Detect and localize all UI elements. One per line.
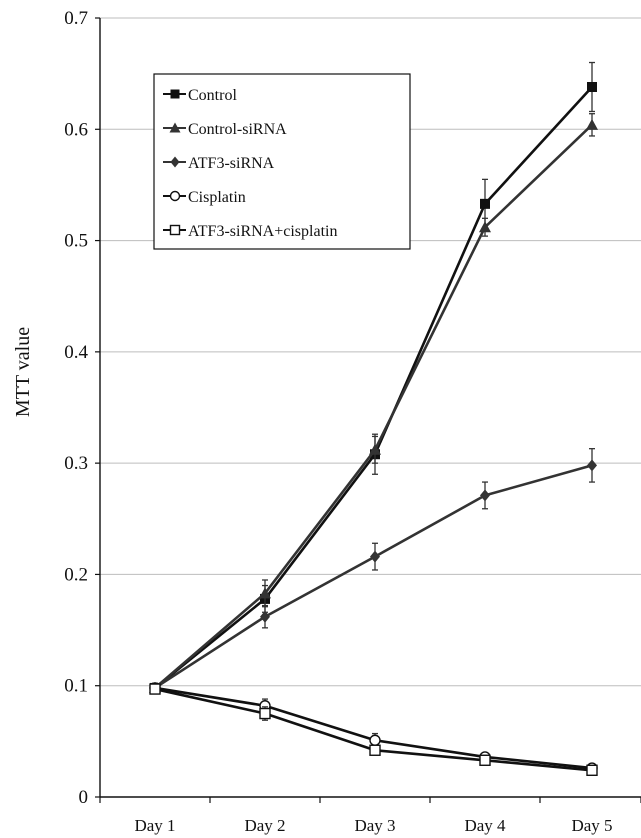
data-point	[149, 683, 161, 695]
legend-marker	[169, 224, 181, 236]
series-line	[154, 686, 593, 770]
series-4	[149, 682, 598, 774]
series-line	[154, 464, 593, 690]
x-tick-label: Day 5	[571, 816, 612, 835]
series-5	[149, 683, 598, 776]
x-tick-label: Day 2	[244, 816, 285, 835]
series-line	[154, 687, 593, 772]
legend-marker	[170, 156, 180, 168]
data-point	[260, 610, 270, 623]
legend-box	[153, 73, 411, 250]
data-point	[480, 489, 490, 502]
legend-label: Control-siRNA	[188, 121, 287, 138]
data-point	[480, 198, 490, 209]
legend-label: Control	[188, 87, 237, 104]
data-point	[479, 221, 491, 233]
data-point	[587, 81, 597, 92]
x-tick-label: Day 3	[354, 816, 395, 835]
legend-label: ATF3-siRNA	[188, 155, 275, 172]
y-tick-label: 0.4	[64, 342, 88, 363]
y-tick-label: 0.7	[64, 8, 88, 29]
y-tick-label: 0.5	[64, 231, 88, 252]
data-point	[586, 118, 598, 130]
x-tick-label: Day 1	[134, 816, 175, 835]
x-tick-labels: Day 1 Day 2 Day 3 Day 4 Day 5	[134, 816, 612, 835]
data-point	[369, 443, 381, 455]
series-layer	[149, 61, 598, 776]
y-tick-label: 0	[79, 787, 89, 808]
x-tick-label: Day 4	[464, 816, 506, 835]
data-point	[370, 550, 380, 563]
y-tick-label: 0.1	[64, 676, 88, 697]
data-point	[369, 734, 381, 746]
y-tick-label: 0.6	[64, 119, 88, 140]
y-tick-label: 0.2	[64, 564, 88, 585]
series-3	[150, 448, 597, 694]
legend-marker	[169, 122, 181, 133]
legend-marker	[169, 190, 181, 202]
legend: Control Control-siRNA ATF3-siRNA Cisplatin A…	[153, 73, 411, 250]
legend-label: Cisplatin	[188, 189, 246, 206]
y-axis-label: MTT value	[12, 327, 34, 417]
data-point	[586, 764, 598, 776]
y-tick-labels: 0 0.1 0.2 0.3 0.4 0.5 0.6 0.7	[64, 8, 88, 808]
data-point	[259, 707, 271, 720]
y-tick-label: 0.3	[64, 453, 88, 474]
data-point	[369, 744, 381, 756]
data-point	[259, 587, 271, 599]
legend-label: ATF3-siRNA+cisplatin	[188, 223, 337, 240]
legend-marker	[170, 89, 180, 99]
data-point	[587, 459, 597, 472]
data-point	[479, 754, 491, 766]
axes	[95, 17, 641, 803]
